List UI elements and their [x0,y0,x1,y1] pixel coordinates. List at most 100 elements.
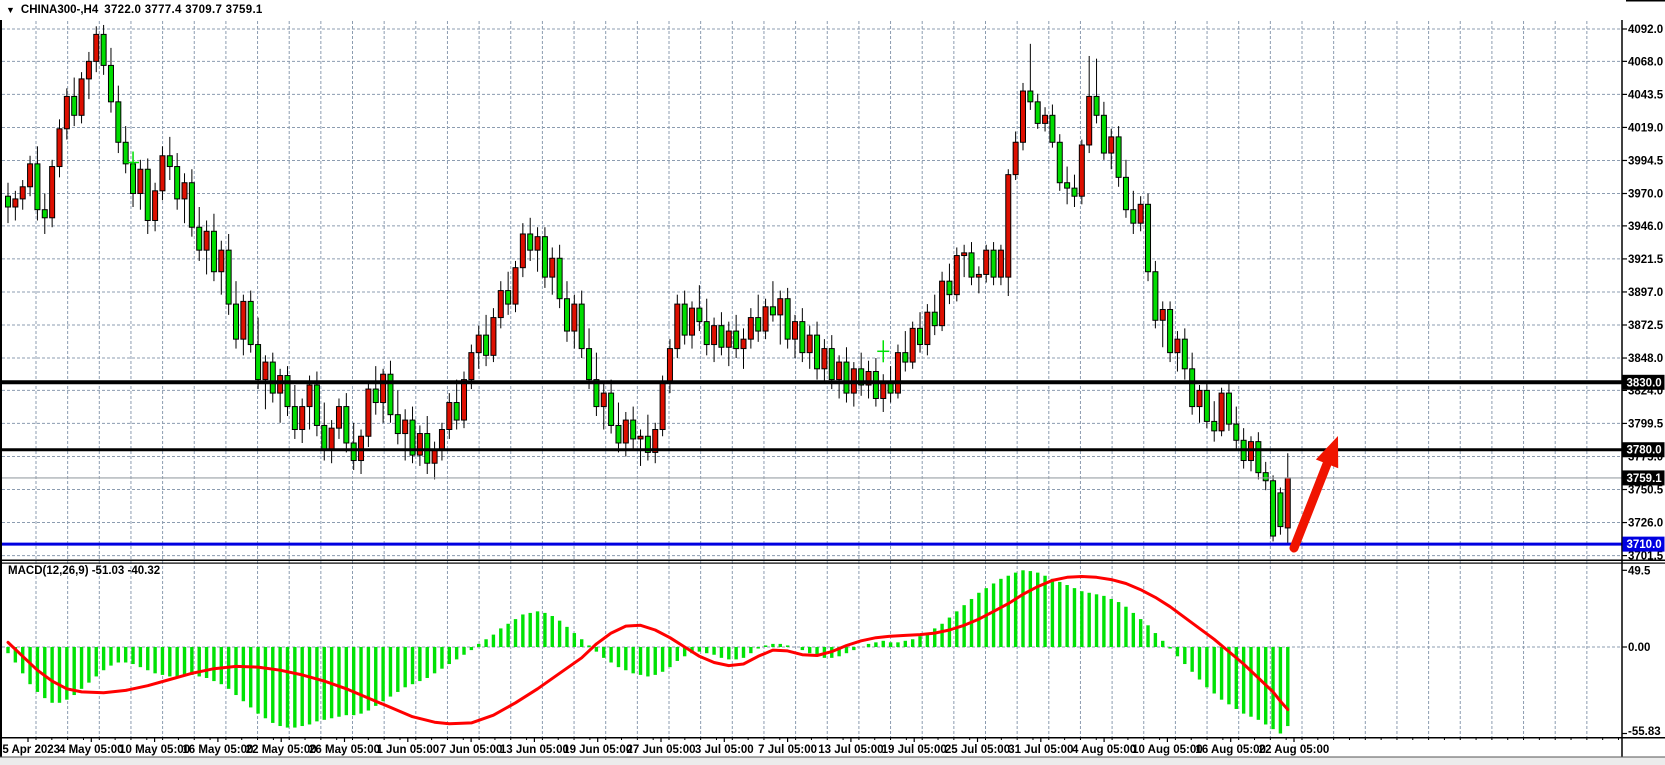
macd-bar [506,623,510,647]
price-tick-label: 3872.5 [1628,320,1664,332]
candle [321,424,328,451]
candle [306,384,313,408]
time-tick-label: 4 Aug 05:00 [1072,744,1136,756]
candle [27,163,34,188]
candle [586,348,593,381]
candle [277,375,284,394]
candle [41,209,48,219]
up-arrow-annotation[interactable] [1289,436,1339,553]
macd-bar [307,647,312,725]
macd-bar [109,647,113,666]
candle [335,406,342,429]
price-box [1622,470,1665,486]
macd-bar [631,647,635,674]
candle [939,280,946,327]
candle [689,307,696,336]
candle [115,101,122,143]
candle [350,442,357,462]
price-box-label: 3780.0 [1627,445,1662,457]
candle [505,290,512,305]
macd-bar [1028,571,1033,647]
candle [865,371,872,386]
candle [637,435,644,440]
price-box [1622,536,1665,552]
arrow-head [1315,436,1339,469]
candle [1108,136,1115,154]
price-tick-label: 3726.0 [1628,518,1663,530]
candle [666,348,673,383]
macd-bar [256,647,260,714]
macd-bar [557,620,562,647]
macd-bar [1094,594,1099,647]
macd-bar [852,647,856,651]
macd-bar [43,647,47,699]
candle [63,95,70,130]
candle [946,280,953,296]
macd-bar [609,647,613,663]
candle [762,306,769,332]
macd-bar [175,647,179,677]
candle [409,419,416,456]
price-tick-label: 3946.0 [1628,221,1663,233]
macd-bar [543,612,547,647]
candle [291,406,298,431]
level-lines[interactable] [0,380,1622,546]
macd-bar [322,647,326,720]
macd-bar [190,647,194,675]
macd-scale-label: 49.5 [1628,565,1651,577]
candle [1042,114,1049,124]
macd-bar [168,647,172,677]
macd-bar [602,647,606,658]
candle [93,33,100,62]
macd-bar [1153,633,1158,647]
macd-bar [123,647,128,663]
macd-bar [72,647,76,696]
macd-bar [1036,572,1040,647]
macd-bar [447,647,451,665]
macd-bar [197,647,201,677]
candle [49,166,56,219]
candle [725,330,732,348]
macd-bar [778,643,782,647]
macd-bar [807,647,812,654]
macd-bar [1271,647,1275,730]
macd-bar [535,611,540,647]
candle [78,78,85,116]
candle [431,449,438,464]
macd-bar [219,647,223,685]
macd-bar [933,628,937,647]
macd-bar [234,647,238,696]
candle [733,330,740,350]
macd-bar [1138,619,1143,647]
candle [1064,182,1071,189]
macd-bar [366,647,371,711]
symbol-dropdown-icon[interactable]: ▼ [6,5,15,15]
macd-bar [131,647,135,665]
time-tick-label: 16 May 05:00 [182,744,253,756]
candle [1189,368,1196,408]
candle [791,321,798,340]
candle [990,249,997,278]
candle [233,303,240,340]
time-tick-label: 3 Jul 05:00 [695,744,754,756]
macd-bar [800,647,805,651]
candle [313,384,320,426]
macd-bar [1021,570,1025,647]
candle [1203,389,1210,422]
candle [578,303,585,350]
candle [953,255,960,296]
candle [1196,389,1203,408]
macd-indicator-label: MACD(12,26,9) -51.03 -40.32 [8,565,161,577]
candle [34,163,41,211]
candle [262,361,269,381]
macd-bar [712,647,716,655]
candle [512,267,519,305]
candle [711,325,718,346]
macd-bar [462,647,466,655]
candle [1012,141,1019,176]
macd-bar [484,639,488,647]
macd-bar [999,578,1003,647]
candle [534,236,541,251]
